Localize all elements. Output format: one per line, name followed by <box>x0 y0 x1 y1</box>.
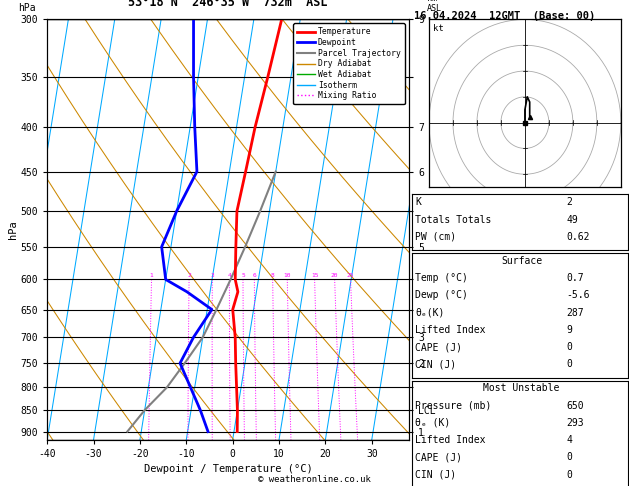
Text: © weatheronline.co.uk: © weatheronline.co.uk <box>258 475 371 484</box>
Text: 0.7: 0.7 <box>566 273 584 283</box>
Text: km
ASL: km ASL <box>427 0 442 13</box>
Text: CAPE (J): CAPE (J) <box>415 452 462 463</box>
Text: CAPE (J): CAPE (J) <box>415 342 462 352</box>
Text: Lifted Index: Lifted Index <box>415 325 486 335</box>
Text: Totals Totals: Totals Totals <box>415 215 491 225</box>
Text: 0: 0 <box>566 452 572 463</box>
Legend: Temperature, Dewpoint, Parcel Trajectory, Dry Adiabat, Wet Adiabat, Isotherm, Mi: Temperature, Dewpoint, Parcel Trajectory… <box>293 23 405 104</box>
Text: Surface: Surface <box>501 256 542 266</box>
Text: 20: 20 <box>331 273 338 278</box>
Text: 650: 650 <box>566 400 584 411</box>
Text: 287: 287 <box>566 308 584 318</box>
Text: CIN (J): CIN (J) <box>415 359 456 369</box>
Text: Pressure (mb): Pressure (mb) <box>415 400 491 411</box>
Text: CIN (J): CIN (J) <box>415 469 456 480</box>
Text: 1: 1 <box>150 273 153 278</box>
Text: 53°18'N  246°35'W  732m  ASL: 53°18'N 246°35'W 732m ASL <box>128 0 328 9</box>
Text: 0: 0 <box>566 342 572 352</box>
Text: 0: 0 <box>566 359 572 369</box>
Text: hPa: hPa <box>18 3 36 13</box>
Text: 6: 6 <box>252 273 256 278</box>
Text: K: K <box>415 197 421 208</box>
Text: 15: 15 <box>311 273 318 278</box>
Text: 10: 10 <box>284 273 291 278</box>
Text: 293: 293 <box>566 418 584 428</box>
Text: Lifted Index: Lifted Index <box>415 435 486 445</box>
Text: 4: 4 <box>566 435 572 445</box>
Text: Dewp (°C): Dewp (°C) <box>415 290 468 300</box>
Text: 5: 5 <box>241 273 245 278</box>
Text: 3: 3 <box>211 273 214 278</box>
Text: 8: 8 <box>271 273 274 278</box>
Text: 25: 25 <box>347 273 354 278</box>
Text: 16.04.2024  12GMT  (Base: 00): 16.04.2024 12GMT (Base: 00) <box>414 11 595 21</box>
Text: -5.6: -5.6 <box>566 290 589 300</box>
X-axis label: Dewpoint / Temperature (°C): Dewpoint / Temperature (°C) <box>143 465 313 474</box>
Text: 2: 2 <box>187 273 191 278</box>
Text: PW (cm): PW (cm) <box>415 232 456 242</box>
Text: 4: 4 <box>228 273 231 278</box>
Text: 2: 2 <box>566 197 572 208</box>
Text: kt: kt <box>433 24 443 34</box>
Text: 0: 0 <box>566 469 572 480</box>
Text: 9: 9 <box>566 325 572 335</box>
Text: Temp (°C): Temp (°C) <box>415 273 468 283</box>
Text: θₑ(K): θₑ(K) <box>415 308 445 318</box>
Y-axis label: hPa: hPa <box>8 220 18 239</box>
Text: 0.62: 0.62 <box>566 232 589 242</box>
Text: Most Unstable: Most Unstable <box>483 383 560 394</box>
Text: 49: 49 <box>566 215 578 225</box>
Text: θₑ (K): θₑ (K) <box>415 418 450 428</box>
